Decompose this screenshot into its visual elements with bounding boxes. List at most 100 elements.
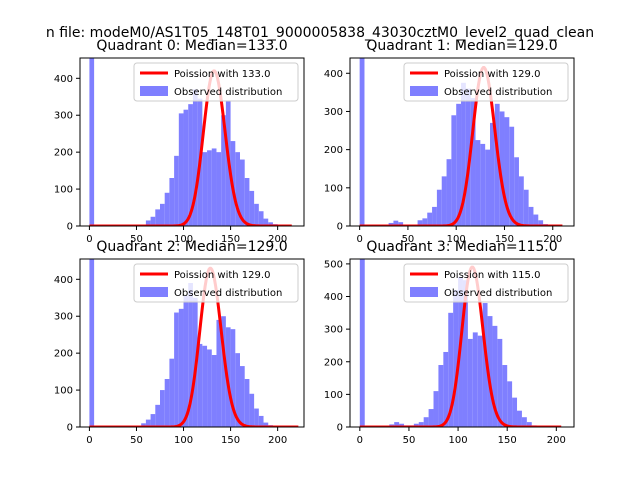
histogram-bar: [155, 404, 160, 427]
histogram-bar: [494, 103, 500, 226]
histogram-bar: [399, 423, 405, 427]
legend-bar-swatch: [410, 86, 438, 96]
histogram-bar: [216, 152, 222, 226]
x-tick-label: 150: [221, 435, 240, 446]
histogram-bar: [398, 222, 404, 226]
histogram-bar: [268, 222, 273, 226]
histogram-bar: [413, 423, 419, 427]
histogram-bar: [197, 343, 203, 427]
x-tick-label: 0: [357, 435, 363, 446]
x-tick-label: 200: [268, 435, 287, 446]
histogram-bar: [258, 211, 264, 226]
histogram-bar: [472, 332, 478, 427]
x-tick-label: 100: [174, 234, 193, 245]
histogram-bar: [418, 422, 424, 427]
histogram-bar: [433, 391, 439, 427]
legend-bar-label: Observed distribution: [444, 87, 552, 98]
histogram-bar: [517, 410, 522, 427]
histogram-bar: [456, 103, 462, 226]
y-tick-label: 300: [54, 312, 73, 323]
histogram-bar: [221, 316, 226, 427]
panel-title: Quadrant 3: Median=115.0: [366, 239, 557, 255]
histogram-bar: [526, 422, 532, 427]
legend-box: [403, 263, 569, 303]
histogram-bar: [538, 220, 544, 226]
histogram-bar: [235, 152, 240, 226]
histogram-bar: [150, 216, 156, 226]
x-tick-label: 150: [498, 435, 517, 446]
panel-title: Quadrant 2: Median=129.0: [96, 239, 287, 255]
histogram-bar: [359, 259, 365, 427]
histogram-bar: [216, 319, 222, 427]
legend-bar-swatch: [410, 287, 438, 297]
histogram-bar: [518, 176, 524, 226]
histogram-bar: [461, 82, 466, 226]
y-tick-label: 200: [324, 145, 343, 156]
histogram-bar: [477, 335, 483, 427]
histogram-bar: [207, 150, 212, 226]
histogram-bar: [502, 365, 508, 427]
legend: Poission with 129.0 Observed distribution: [403, 62, 569, 102]
x-tick-label: 0: [86, 234, 92, 245]
histogram-bar: [465, 88, 471, 226]
axes-frame: [79, 57, 305, 227]
histogram-bar: [436, 189, 442, 226]
y-tick-label: 300: [54, 111, 73, 122]
histogram-bar: [528, 206, 534, 226]
histogram-bar: [254, 408, 259, 427]
poisson-line: [359, 265, 562, 427]
histogram-bar: [249, 393, 255, 427]
x-tick-label: 200: [268, 234, 287, 245]
histogram-bar: [499, 111, 505, 226]
legend-bar-label: Observed distribution: [444, 288, 552, 299]
histogram-bar: [207, 349, 212, 427]
histogram-bar: [244, 379, 250, 427]
histogram-bar: [183, 295, 189, 427]
legend-line-label: Poission with 133.0: [174, 69, 270, 80]
histogram-bar: [240, 366, 245, 427]
legend-line-label: Poission with 129.0: [174, 270, 270, 281]
histogram-bar: [438, 365, 444, 427]
histogram-bar: [393, 220, 399, 226]
legend: Poission with 115.0 Observed distribution: [403, 263, 569, 303]
histogram-bar: [482, 303, 488, 427]
panel-quadrant-3: Quadrant 3: Median=115.0 0 50 100 150 200 0 100…: [324, 239, 575, 446]
histogram-bar: [211, 148, 217, 226]
histogram-bar: [359, 58, 365, 226]
histogram-bar: [240, 159, 245, 226]
histogram-bar: [427, 212, 433, 226]
legend-box: [133, 62, 299, 102]
histogram-bar: [202, 152, 208, 226]
histogram-bar: [514, 157, 519, 226]
histogram-bar: [202, 345, 208, 427]
histogram-bar: [428, 409, 434, 427]
histogram-bar: [178, 113, 184, 226]
histogram-bar: [263, 218, 269, 226]
histogram-bar: [523, 189, 529, 226]
histogram-bar: [533, 214, 539, 226]
histogram-bar: [178, 308, 184, 427]
histogram-bar: [174, 155, 179, 226]
legend-box: [133, 263, 299, 303]
plot-area: [359, 259, 562, 427]
histogram-bar: [470, 98, 476, 226]
histogram-bar: [211, 355, 217, 427]
axes-frame: [79, 258, 305, 428]
histogram-bar: [492, 325, 498, 427]
plot-area: [359, 58, 563, 226]
histogram-bar: [188, 283, 193, 427]
histogram-bar: [487, 316, 493, 427]
histogram-bar: [89, 259, 95, 427]
histogram-bar: [451, 115, 457, 226]
histogram-bar: [155, 209, 160, 226]
legend-line-label: Poission with 115.0: [444, 270, 540, 281]
panel-title: Quadrant 0: Median=133.0: [96, 38, 287, 54]
x-tick-label: 200: [543, 234, 562, 245]
y-tick-label: 100: [324, 183, 343, 194]
histogram-bar: [263, 422, 269, 427]
axes-frame: [349, 57, 575, 227]
histogram-bar: [507, 381, 513, 427]
y-tick-label: 0: [337, 222, 343, 233]
histogram-bar: [446, 159, 452, 226]
